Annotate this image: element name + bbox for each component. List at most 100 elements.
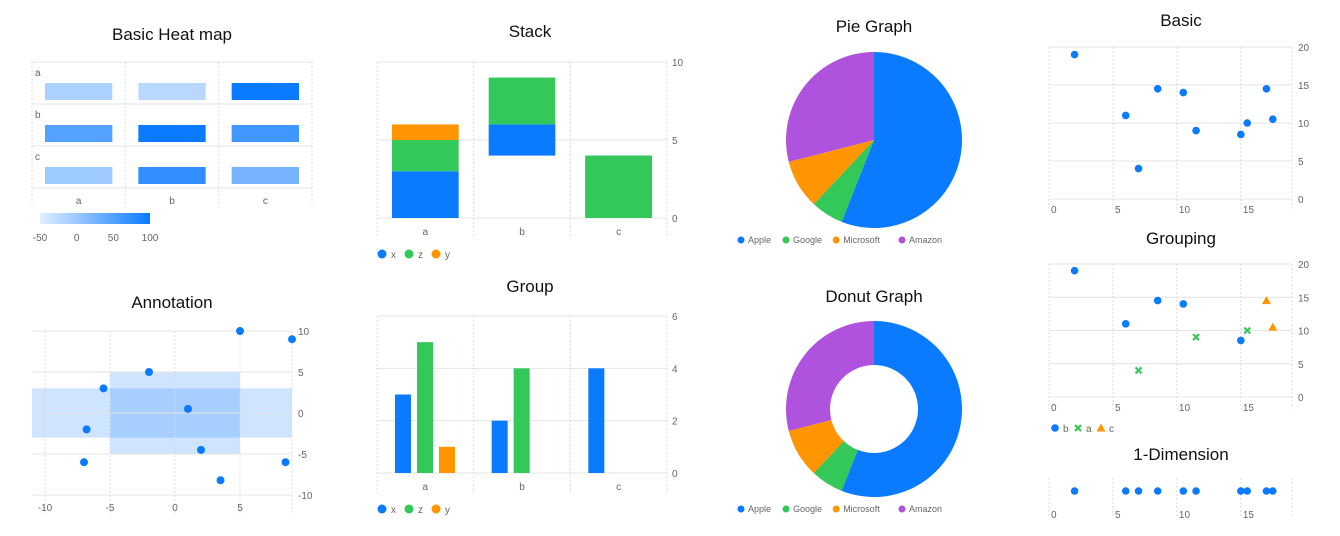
annotation-point — [216, 476, 225, 485]
donut-title: Donut Graph — [825, 287, 922, 306]
basic-x-tick: 15 — [1243, 205, 1255, 216]
heatmap-scale-tick: 50 — [108, 233, 120, 244]
annotation-chart: 10 5 0 -5 -10 -10 -5 0 5 — [32, 327, 313, 514]
donut-legend-label: Apple — [748, 504, 771, 514]
stack-bar-segment — [488, 77, 556, 125]
heatmap-x-label: b — [169, 196, 175, 207]
one-dimension-point — [1192, 487, 1200, 495]
basic-point — [1237, 130, 1245, 139]
annotation-point — [184, 404, 192, 413]
stack-legend-label: x — [391, 250, 396, 261]
group-y-tick: 4 — [672, 364, 678, 375]
heatmap-cell — [138, 167, 206, 184]
group-bar — [588, 368, 605, 473]
one-dimension-x-tick: 5 — [1115, 510, 1121, 521]
basic-y-tick: 20 — [1298, 43, 1310, 54]
grouping-y-tick: 0 — [1298, 393, 1304, 404]
grouping-y-tick: 5 — [1298, 360, 1304, 371]
donut-legend-label: Microsoft — [843, 504, 880, 514]
annotation-point — [281, 458, 290, 467]
basic-point — [1153, 85, 1162, 93]
grouping-scatter-title: Grouping — [1146, 229, 1216, 248]
one-dimension-point — [1262, 487, 1271, 495]
heatmap-cell — [231, 83, 299, 100]
basic-point — [1269, 115, 1277, 123]
stack-bar-segment — [585, 155, 652, 218]
grouping-legend-marker — [1096, 423, 1106, 432]
one-dimension-title: 1-Dimension — [1133, 445, 1228, 464]
one-dimension-point — [1179, 487, 1188, 495]
stack-y-tick: 0 — [672, 214, 678, 225]
annotation-point — [288, 335, 296, 344]
donut-slice — [786, 321, 874, 431]
group-x-tick: a — [423, 482, 429, 493]
group-x-tick: c — [616, 482, 621, 493]
annotation-point — [236, 327, 244, 335]
group-chart: 0 2 4 6 a b c x z y — [376, 312, 678, 516]
annotation-point — [145, 368, 153, 376]
annotation-y-tick: 10 — [298, 327, 310, 338]
grouping-point — [1134, 366, 1143, 375]
grouping-point — [1237, 336, 1245, 345]
basic-point — [1262, 85, 1271, 93]
heatmap-title: Basic Heat map — [112, 25, 232, 44]
donut-slice — [841, 321, 962, 498]
group-legend-marker — [431, 504, 441, 514]
heatmap-cell — [138, 125, 206, 142]
heatmap-row-label: b — [35, 110, 41, 121]
stack-x-tick: c — [616, 227, 621, 238]
annotation-point — [99, 384, 108, 393]
pie-slice — [841, 52, 962, 228]
basic-point — [1070, 50, 1079, 59]
annotation-point — [80, 458, 88, 467]
annotation-x-tick: -10 — [38, 503, 53, 514]
group-legend-marker — [377, 504, 387, 514]
grouping-legend-label: a — [1086, 424, 1092, 435]
basic-point — [1179, 88, 1188, 97]
one-dimension-point — [1153, 487, 1162, 495]
grouping-legend-marker — [1051, 424, 1059, 432]
stack-legend-marker — [431, 249, 441, 259]
basic-y-tick: 5 — [1298, 157, 1304, 168]
stack-bar-segment — [488, 124, 556, 156]
grouping-point — [1121, 320, 1130, 328]
stack-y-tick: 10 — [672, 58, 684, 69]
grouping-x-tick: 5 — [1115, 403, 1121, 414]
heatmap-row-label: a — [35, 68, 41, 79]
annotation-title: Annotation — [131, 293, 212, 312]
basic-scatter-chart: 0 5 10 15 20 0 5 10 15 — [1048, 43, 1310, 216]
annotation-y-tick: -5 — [298, 450, 307, 461]
grouping-legend-marker — [1074, 424, 1082, 432]
grouping-y-tick: 15 — [1298, 293, 1310, 304]
heatmap-cell — [45, 83, 113, 100]
pie-legend-label: Microsoft — [843, 235, 880, 245]
grouping-point — [1153, 296, 1162, 305]
one-dimension-point — [1134, 487, 1143, 495]
donut-legend-marker — [898, 505, 906, 513]
heatmap-x-label: a — [76, 196, 82, 207]
annotation-y-tick: 5 — [298, 368, 304, 379]
stack-legend-marker — [377, 249, 387, 259]
group-bar — [395, 394, 411, 473]
grouping-y-tick: 20 — [1298, 260, 1310, 271]
one-dimension-point — [1121, 487, 1130, 495]
group-legend-label: y — [445, 505, 450, 516]
pie-chart: Apple Google Microsoft Amazon — [737, 52, 962, 245]
group-bar — [491, 420, 508, 473]
grouping-point — [1192, 333, 1200, 341]
stack-y-tick: 5 — [672, 136, 678, 147]
grouping-x-tick: 10 — [1179, 403, 1191, 414]
annotation-x-tick: -5 — [106, 503, 115, 514]
grouping-legend-label: c — [1109, 424, 1114, 435]
group-legend-marker — [404, 504, 414, 514]
heatmap-scale-tick: 100 — [142, 233, 159, 244]
basic-y-tick: 0 — [1298, 195, 1304, 206]
annotation-y-tick: -10 — [298, 491, 313, 502]
grouping-point — [1261, 296, 1271, 305]
pie-legend-marker — [782, 236, 790, 244]
one-dimension-point — [1269, 487, 1277, 495]
grouping-point — [1179, 300, 1188, 308]
donut-legend-label: Amazon — [909, 504, 942, 514]
pie-legend-marker — [898, 236, 906, 244]
donut-legend-marker — [782, 505, 790, 513]
